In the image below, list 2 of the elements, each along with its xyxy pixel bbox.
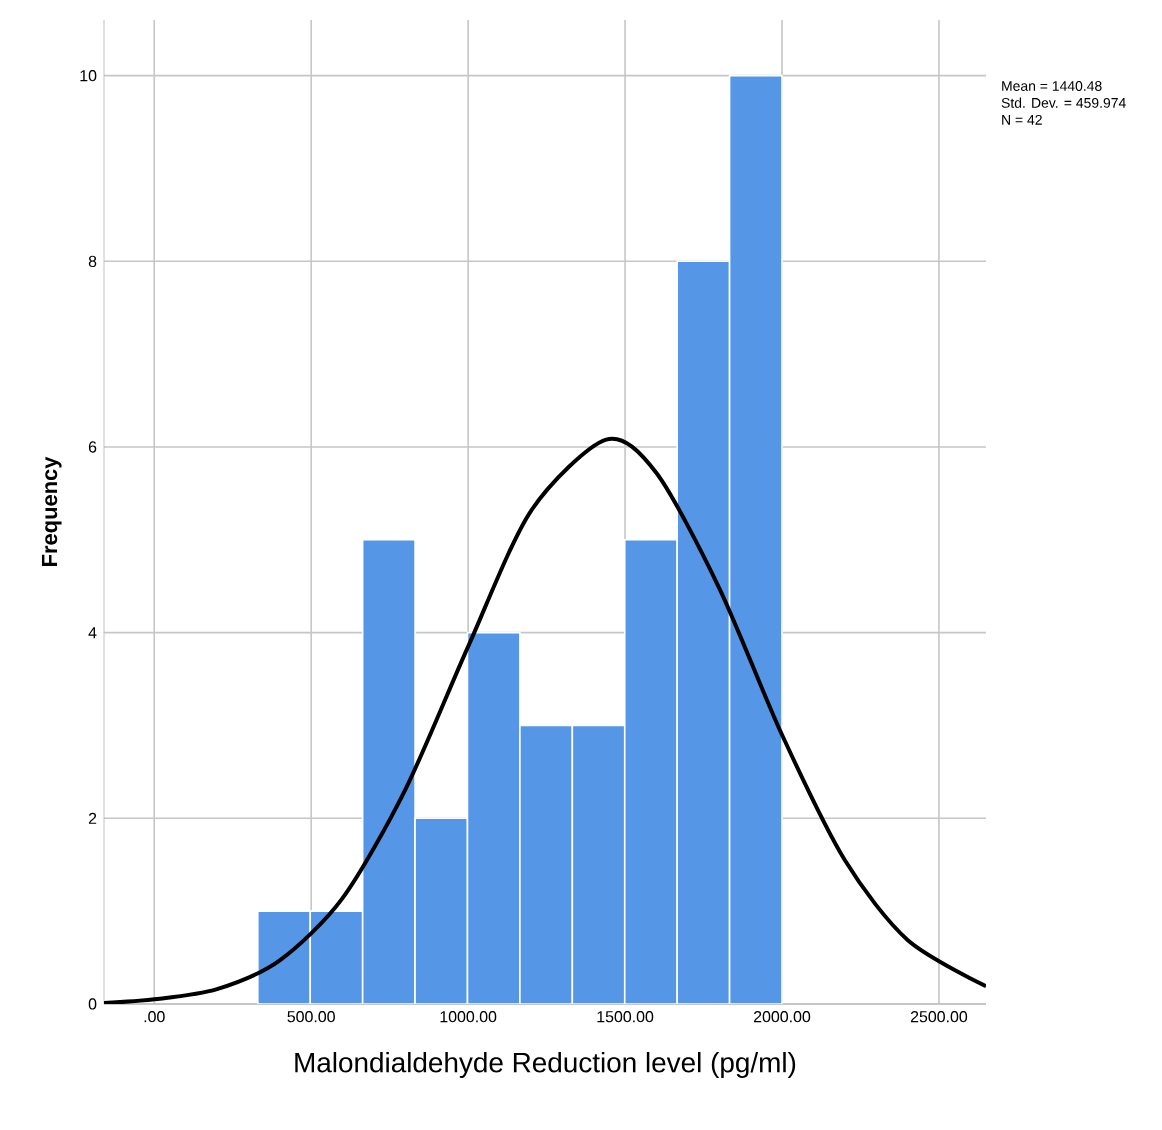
x-axis-title: Malondialdehyde Reduction level (pg/ml) [295,1051,796,1078]
y-axis-title: Frequency [41,456,62,566]
